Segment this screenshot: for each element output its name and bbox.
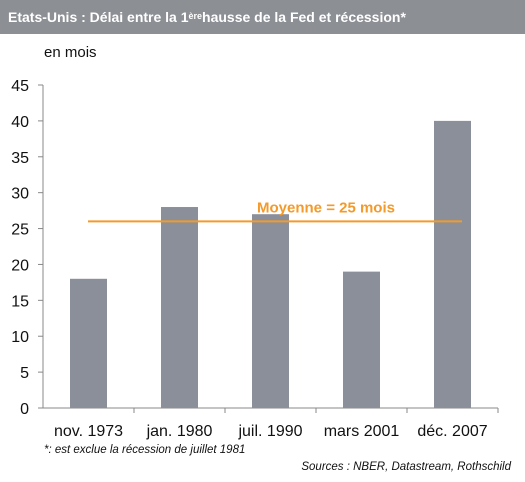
x-tick-label: jan. 1980: [146, 423, 213, 440]
y-tick-label: 30: [11, 186, 29, 203]
y-tick-label: 15: [11, 293, 29, 310]
bar: [161, 207, 198, 408]
chart-title: Etats-Unis : Délai entre la 1 ère hausse …: [0, 0, 525, 34]
x-tick-label: nov. 1973: [54, 423, 123, 440]
chart-title-prefix: Etats-Unis : Délai entre la 1: [8, 9, 189, 25]
chart-title-suffix: hausse de la Fed et récession*: [202, 9, 406, 25]
y-tick-label: 35: [11, 150, 29, 167]
bar: [252, 214, 289, 408]
y-tick-label: 45: [11, 78, 29, 95]
bar: [70, 278, 107, 408]
y-tick-label: 10: [11, 329, 29, 346]
average-line-label: Moyenne = 25 mois: [257, 199, 395, 216]
y-tick-label: 20: [11, 257, 29, 274]
y-tick-label: 25: [11, 222, 29, 239]
y-tick-label: 0: [20, 401, 29, 418]
chart-title-superscript: ère: [188, 11, 203, 21]
y-tick-label: 40: [11, 114, 29, 131]
y-axis-unit-label: en mois: [44, 44, 97, 61]
bar: [343, 271, 380, 408]
y-tick-label: 5: [20, 365, 29, 382]
x-tick-label: mars 2001: [324, 423, 400, 440]
footnote: *: est exclue la récession de juillet 19…: [44, 444, 246, 456]
x-tick-label: juil. 1990: [237, 423, 302, 440]
bar: [434, 120, 471, 408]
sources-note: Sources : NBER, Datastream, Rothschild: [301, 461, 511, 473]
x-tick-label: déc. 2007: [417, 423, 487, 440]
